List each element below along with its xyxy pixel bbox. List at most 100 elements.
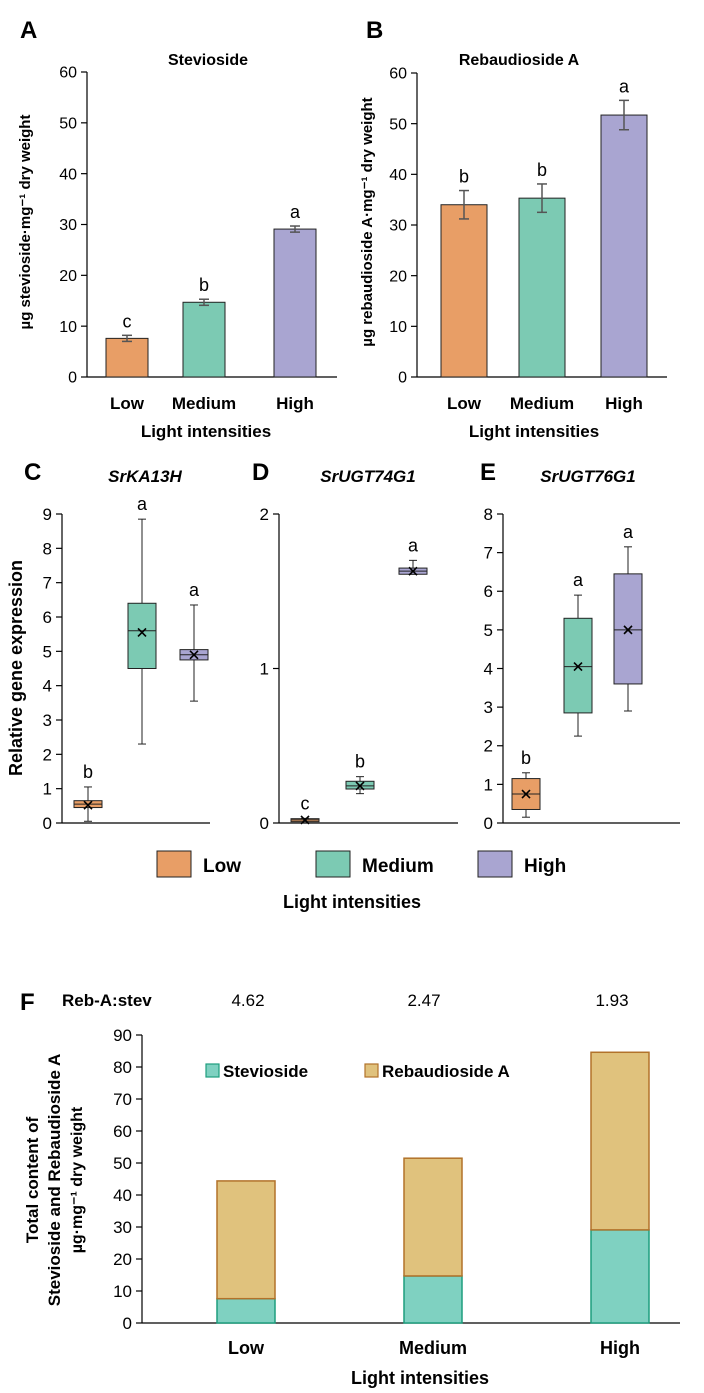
legend-label-high: High [524, 856, 566, 877]
panel-c-y-tick-label: 0 [43, 814, 52, 833]
panel-e-mean-marker [573, 662, 583, 672]
panel-a: A Stevioside 0 10 20 30 40 50 60 c Low b Medium a High… [17, 17, 337, 441]
panel-e-y-tick-label: 7 [484, 544, 493, 563]
panel-e-sig-letter: b [521, 748, 531, 768]
panel-d-y-tick-label: 2 [260, 505, 269, 524]
panel-c-mean-marker [189, 650, 199, 660]
panel-f-ratio-value: 2.47 [407, 991, 440, 1010]
panel-c-y-tick-label: 6 [43, 608, 52, 627]
panel-f-ylabel-line3: µg·mg⁻¹ dry weight [69, 1106, 86, 1253]
panel-f-legend-label-stevioside: Stevioside [223, 1062, 308, 1081]
panel-b: B Rebaudioside A 0 10 20 30 40 50 60 b Low b Medium a… [359, 17, 667, 441]
panel-f-y-tick-label: 90 [113, 1026, 132, 1045]
panel-f-y-tick-label: 0 [123, 1314, 132, 1333]
panel-d-sig-letter: a [408, 535, 419, 555]
panel-a-y-tick-label: 30 [59, 217, 77, 234]
panel-d-sig-letter: b [355, 752, 365, 772]
panel-c-y-tick-label: 7 [43, 574, 52, 593]
panel-b-category-label: High [605, 394, 643, 413]
panel-c-mean-marker [137, 627, 147, 638]
panel-f-ylabel-line1: Total content of [23, 1117, 42, 1244]
panel-c-sig-letter: a [137, 494, 148, 514]
panel-f-bar-rebaudioside-medium [403, 1157, 463, 1277]
panel-b-y-tick-label: 60 [389, 66, 407, 83]
panel-c-y-tick-label: 3 [43, 711, 52, 730]
panel-c-letter: C [24, 459, 41, 486]
panel-b-sig-letter: b [537, 160, 547, 180]
panel-a-category-label: Medium [172, 394, 236, 413]
panel-d-mean-marker [408, 566, 418, 576]
panel-b-letter: B [366, 17, 383, 44]
panel-e-y-tick-label: 1 [484, 775, 493, 794]
panel-a-y-tick-label: 40 [59, 166, 77, 183]
panel-f: F Reb-A:stev 4.62 2.47 1.93 0 10 20 30 40 50 60 70 80… [20, 989, 680, 1388]
panel-d: D SrUGT74G1 0 1 2 c b a [252, 459, 458, 833]
panel-a-y-tick-label: 60 [59, 65, 77, 82]
panel-a-xlabel: Light intensities [141, 422, 271, 441]
legend-swatch-high [477, 850, 513, 878]
panel-f-legend-swatch-rebaudioside [364, 1063, 379, 1078]
panel-f-category-label: Medium [399, 1338, 467, 1358]
panel-e-y-tick-label: 8 [484, 505, 493, 524]
panel-a-bar-medium [182, 301, 226, 378]
panel-b-category-label: Low [447, 394, 482, 413]
panel-a-title: Stevioside [168, 52, 248, 69]
panel-f-ratio-value: 4.62 [231, 991, 264, 1010]
panel-f-ylabel-line2: Stevioside and Rebaudioside A [45, 1054, 64, 1307]
panel-c-y-tick-label: 9 [43, 505, 52, 524]
legend-label-low: Low [203, 856, 241, 877]
panel-c-sig-letter: a [189, 580, 200, 600]
panel-b-y-tick-label: 30 [389, 218, 407, 235]
panel-b-sig-letter: a [619, 76, 630, 96]
panel-e-y-tick-label: 3 [484, 698, 493, 717]
panel-b-category-label: Medium [510, 394, 574, 413]
panel-f-xlabel: Light intensities [351, 1368, 489, 1388]
panel-e-y-tick-label: 6 [484, 582, 493, 601]
panel-a-y-tick-label: 20 [59, 268, 77, 285]
panel-e-sig-letter: a [623, 522, 634, 542]
panel-a-category-label: Low [110, 394, 145, 413]
panel-f-y-tick-label: 60 [113, 1122, 132, 1141]
panel-c-mean-marker [83, 800, 93, 810]
panel-b-y-tick-label: 20 [389, 268, 407, 285]
panel-b-sig-letter: b [459, 167, 469, 187]
panel-b-y-tick-label: 0 [398, 370, 407, 387]
legend-swatch-low [156, 850, 192, 878]
legend-label-medium: Medium [362, 856, 434, 877]
panel-a-ylabel: µg stevioside·mg⁻¹ dry weight [17, 115, 34, 330]
panel-e-title: SrUGT76G1 [540, 467, 635, 486]
panel-e-mean-marker [623, 625, 633, 635]
panel-c-y-tick-label: 5 [43, 642, 52, 661]
panel-f-legend-label-rebaudioside: Rebaudioside A [382, 1062, 510, 1081]
panel-b-xlabel: Light intensities [469, 422, 599, 441]
panel-f-y-tick-label: 20 [113, 1250, 132, 1269]
panel-d-y-tick-label: 0 [260, 814, 269, 833]
panel-f-letter: F [20, 989, 35, 1016]
panel-f-bar-rebaudioside-low [216, 1180, 276, 1300]
panel-c-y-tick-label: 8 [43, 539, 52, 558]
panel-a-sig-letter: c [123, 311, 132, 331]
panel-f-ratio-label: Reb-A:stev [62, 991, 152, 1010]
panel-f-bar-stevioside-low [216, 1297, 276, 1324]
panel-f-legend-swatch-stevioside [205, 1063, 220, 1078]
panel-d-letter: D [252, 459, 269, 486]
box-legend: Low Medium High Light intensities [156, 850, 566, 912]
panel-b-y-tick-label: 40 [389, 167, 407, 184]
panel-e-mean-marker [521, 789, 531, 799]
panel-a-bar-high [273, 228, 317, 378]
panel-f-bar-rebaudioside-high [590, 1051, 650, 1231]
panel-c-box-medium [127, 602, 157, 669]
panel-f-y-tick-label: 10 [113, 1282, 132, 1301]
legend-xlabel: Light intensities [283, 892, 421, 912]
panel-e-letter: E [480, 459, 496, 486]
panel-d-title: SrUGT74G1 [320, 467, 415, 486]
panel-a-y-tick-label: 0 [68, 370, 77, 387]
panel-e-y-tick-label: 4 [484, 659, 493, 678]
panel-e-y-tick-label: 2 [484, 737, 493, 756]
panel-f-bar-stevioside-high [590, 1229, 650, 1324]
panel-c-y-tick-label: 2 [43, 745, 52, 764]
panel-f-y-tick-label: 80 [113, 1058, 132, 1077]
panel-e-y-tick-label: 5 [484, 621, 493, 640]
panel-f-category-label: High [600, 1338, 640, 1358]
